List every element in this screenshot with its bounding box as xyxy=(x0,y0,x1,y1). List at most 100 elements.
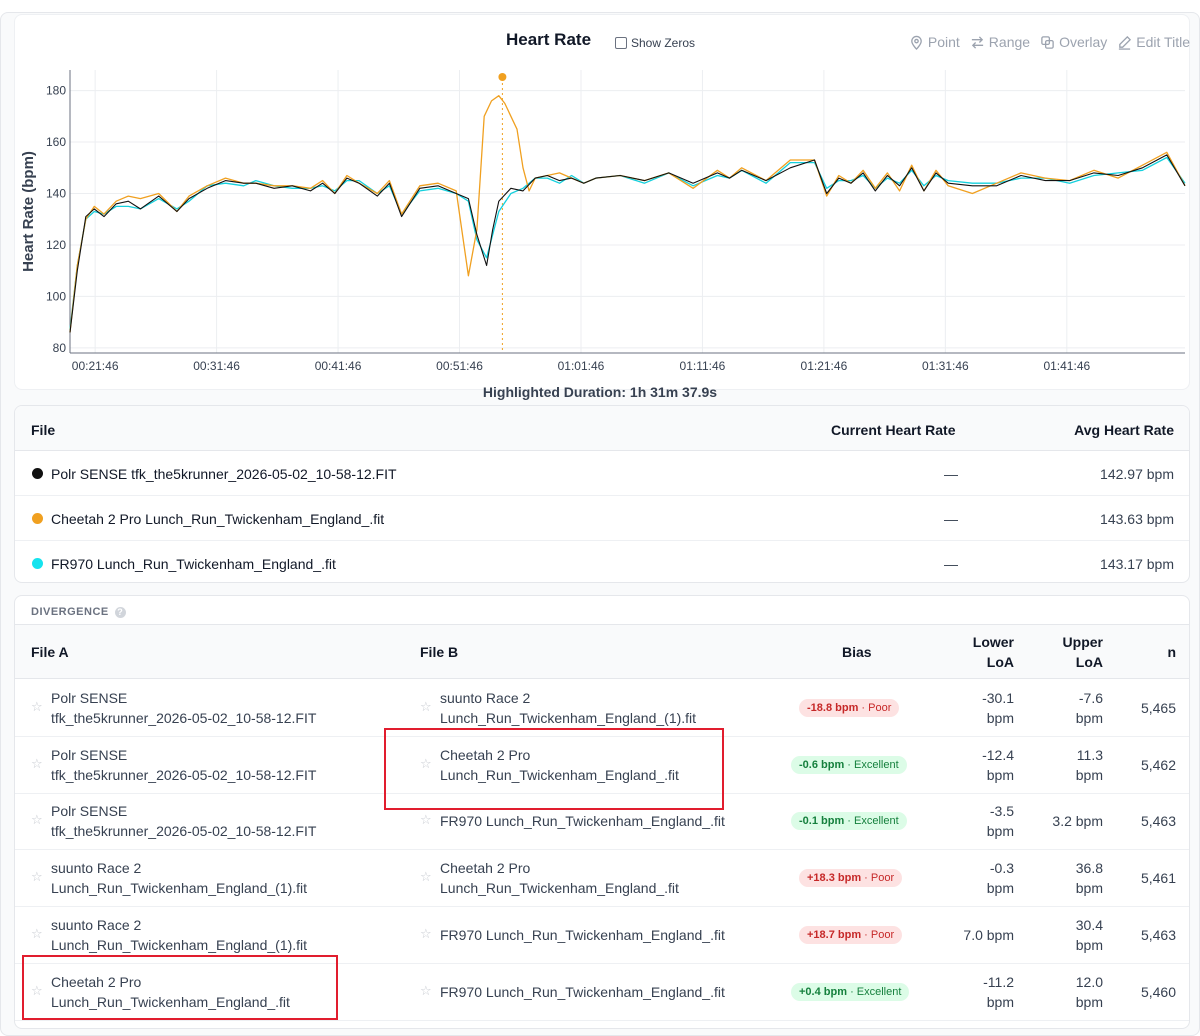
favorite-star-icon[interactable]: ☆ xyxy=(420,982,432,998)
x-tick-label: 01:41:46 xyxy=(1043,359,1090,373)
divergence-row[interactable]: ☆ suunto Race 2 Lunch_Run_Twickenham_Eng… xyxy=(15,907,1189,964)
series-color-dot xyxy=(32,468,43,479)
x-tick-label: 01:31:46 xyxy=(922,359,969,373)
upper-loa-unit: bpm xyxy=(1075,880,1103,897)
favorite-star-icon[interactable]: ☆ xyxy=(420,699,432,714)
upper-loa-header-line1: Upper xyxy=(1062,634,1103,650)
file-name: Polr SENSE tfk_the5krunner_2026-05-02_10… xyxy=(51,466,397,482)
favorite-star-icon[interactable]: ☆ xyxy=(31,812,43,828)
lower-loa-cell: 7.0 bpm xyxy=(963,925,1014,945)
bias-value: +18.3 bpm xyxy=(807,872,862,885)
bias-column-header: Bias xyxy=(842,644,872,660)
favorite-star-icon[interactable]: ☆ xyxy=(31,982,43,998)
file-a-device: Cheetah 2 Pro xyxy=(51,973,142,990)
divergence-row[interactable]: ☆ Polr SENSE tfk_the5krunner_2026-05-02_… xyxy=(15,793,1189,851)
lower-loa-cell: -3.5 bpm xyxy=(987,801,1014,841)
n-cell: 5,460 xyxy=(1140,983,1176,1000)
bias-quality: · Poor xyxy=(861,702,892,714)
divergence-row[interactable]: ☆ Polr SENSE tfk_the5krunner_2026-05-02_… xyxy=(15,737,1189,794)
upper-loa-unit: bpm xyxy=(1075,936,1103,953)
favorite-star-icon[interactable]: ☆ xyxy=(420,925,432,941)
edit-icon xyxy=(1119,35,1132,50)
y-tick-label: 180 xyxy=(46,84,66,98)
file-b-device: suunto Race 2 xyxy=(440,690,531,706)
file-a-filename: tfk_the5krunner_2026-05-02_10-58-12.FIT xyxy=(51,710,317,726)
range-button[interactable]: Range xyxy=(970,34,1030,50)
file-b-cell: Cheetah 2 Pro Lunch_Run_Twickenham_Engla… xyxy=(440,745,679,785)
heart-rate-line-chart[interactable]: 80 100 120 140 160 180 00:21:46 00:31:46 00:41:4… xyxy=(0,0,1200,384)
bias-value: -18.8 bpm xyxy=(807,702,859,714)
file-a-filename: Lunch_Run_Twickenham_England_.fit xyxy=(51,993,290,1010)
bias-value: -0.1 bpm xyxy=(799,815,845,828)
file-a-filename: Lunch_Run_Twickenham_England_(1).fit xyxy=(51,936,308,953)
n-cell: 5,462 xyxy=(1140,756,1176,773)
edit-title-button[interactable]: Edit Title xyxy=(1117,34,1190,50)
n-cell: 5,463 xyxy=(1140,813,1176,830)
y-tick-label: 120 xyxy=(46,238,66,252)
bias-value: -0.6 bpm xyxy=(799,758,845,771)
n-cell: 5,463 xyxy=(1140,926,1176,943)
show-zeros-checkbox[interactable] xyxy=(615,37,627,49)
lower-loa-unit: bpm xyxy=(986,710,1014,726)
lower-loa-unit: bpm xyxy=(986,823,1014,840)
x-tick-label: 00:51:46 xyxy=(436,359,483,373)
bias-badge: -0.6 bpm · Excellent xyxy=(791,755,907,774)
favorite-star-icon[interactable]: ☆ xyxy=(31,755,43,771)
current-heart-rate-column-header: Current Heart Rate xyxy=(831,422,956,438)
file-row[interactable]: Polr SENSE tfk_the5krunner_2026-05-02_10… xyxy=(15,451,1189,496)
lower-loa-cell: -30.1 bpm xyxy=(982,688,1014,728)
favorite-star-icon[interactable]: ☆ xyxy=(31,869,43,885)
upper-loa-header-line2: LoA xyxy=(1075,654,1103,670)
file-name: Cheetah 2 Pro Lunch_Run_Twickenham_Engla… xyxy=(51,511,385,527)
lower-loa-value: -12.4 xyxy=(982,746,1014,763)
point-button[interactable]: Point xyxy=(909,34,960,50)
bias-quality: · Excellent xyxy=(850,985,902,998)
divergence-panel: DIVERGENCE ? File A File B Bias Lower Lo… xyxy=(14,595,1190,1029)
favorite-star-icon[interactable]: ☆ xyxy=(31,925,43,941)
upper-loa-unit: bpm xyxy=(1075,766,1103,783)
favorite-star-icon[interactable]: ☆ xyxy=(420,869,432,885)
lower-loa-value: -30.1 xyxy=(982,690,1014,706)
lower-loa-value: 7.0 bpm xyxy=(963,926,1014,943)
y-tick-label: 140 xyxy=(46,186,66,200)
favorite-star-icon[interactable]: ☆ xyxy=(420,812,432,828)
lower-loa-cell: -12.4 bpm xyxy=(982,745,1014,785)
file-b-filename: Lunch_Run_Twickenham_England_.fit xyxy=(440,880,679,897)
upper-loa-cell: 3.2 bpm xyxy=(1052,811,1103,831)
pin-icon xyxy=(911,35,922,50)
lower-loa-value: -0.3 xyxy=(989,860,1014,877)
show-zeros-toggle[interactable]: Show Zeros xyxy=(615,36,695,50)
file-row[interactable]: FR970 Lunch_Run_Twickenham_England_.fit … xyxy=(15,541,1189,582)
lower-loa-cell: -11.2 bpm xyxy=(983,972,1014,1012)
file-table-header: File Current Heart Rate Avg Heart Rate xyxy=(15,406,1189,451)
x-tick-label: 00:41:46 xyxy=(315,359,362,373)
bias-badge: -18.8 bpm · Poor xyxy=(799,699,900,717)
divergence-section-label: DIVERGENCE ? xyxy=(31,606,126,618)
file-b-column-header: File B xyxy=(420,644,459,660)
x-tick-label: 01:11:46 xyxy=(680,359,726,373)
upper-loa-value: 3.2 bpm xyxy=(1052,813,1103,830)
lower-loa-header-line2: LoA xyxy=(986,654,1014,670)
current-heart-rate: — xyxy=(944,466,958,482)
upper-loa-unit: bpm xyxy=(1075,710,1103,726)
upper-loa-value: 36.8 xyxy=(1075,860,1103,877)
bias-quality: · Poor xyxy=(864,928,895,941)
x-tick-label: 01:21:46 xyxy=(801,359,848,373)
favorite-star-icon[interactable]: ☆ xyxy=(420,755,432,771)
file-a-filename: tfk_the5krunner_2026-05-02_10-58-12.FIT xyxy=(51,823,317,840)
favorite-star-icon[interactable]: ☆ xyxy=(31,699,43,714)
divergence-row[interactable]: ☆ Polr SENSE tfk_the5krunner_2026-05-02_… xyxy=(15,680,1189,737)
upper-loa-cell: 12.0 bpm xyxy=(1076,972,1103,1012)
point-label: Point xyxy=(927,34,960,50)
help-icon[interactable]: ? xyxy=(114,606,126,618)
divergence-row[interactable]: ☆ suunto Race 2 Lunch_Run_Twickenham_Eng… xyxy=(15,850,1189,908)
divergence-row[interactable]: ☆ Cheetah 2 Pro Lunch_Run_Twickenham_Eng… xyxy=(15,964,1189,1021)
divergence-title: DIVERGENCE xyxy=(31,606,109,618)
y-tick-label: 100 xyxy=(46,289,66,303)
series-line-fr970[interactable] xyxy=(69,156,1186,330)
overlay-button[interactable]: Overlay xyxy=(1040,34,1107,50)
series-line-polr-sense[interactable] xyxy=(69,154,1186,333)
file-row[interactable]: Cheetah 2 Pro Lunch_Run_Twickenham_Engla… xyxy=(15,496,1189,541)
cursor-marker xyxy=(498,73,507,81)
upper-loa-value: 30.4 xyxy=(1075,916,1103,933)
